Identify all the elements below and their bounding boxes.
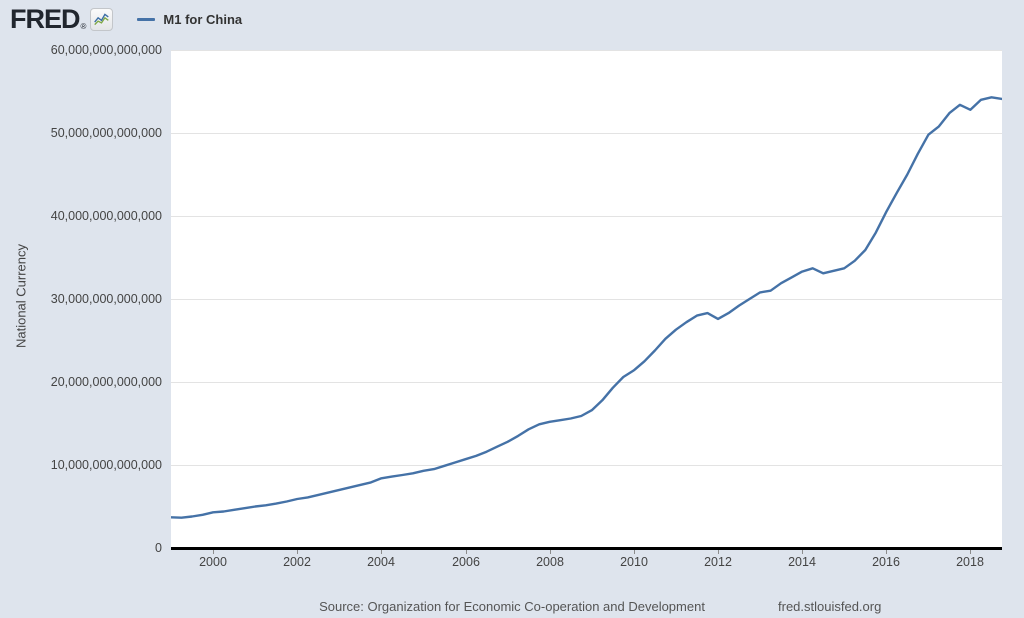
legend-line-swatch [137, 17, 156, 21]
y-axis-tick-label: 10,000,000,000,000 [50, 458, 162, 472]
fred-logo: FRED [10, 4, 80, 34]
m1-china-data-line [171, 96, 1002, 519]
x-axis-tick-label: 2016 [872, 555, 900, 569]
legend-series-label: M1 for China [163, 11, 243, 27]
x-axis-tick-label: 2018 [956, 555, 984, 569]
x-axis-tick-mark [466, 550, 467, 554]
chart-header: FRED ® M1 for China [10, 4, 242, 34]
y-axis-tick-label: 40,000,000,000,000 [50, 209, 162, 223]
x-axis-tick-label: 2014 [788, 555, 816, 569]
x-axis-tick-label: 2010 [620, 555, 648, 569]
fred-line-chart-icon [90, 7, 114, 31]
x-axis-tick-mark [550, 550, 551, 554]
x-axis-tick-mark [718, 550, 719, 554]
y-axis-tick-label: 20,000,000,000,000 [50, 375, 162, 389]
x-axis-tick-label: 2008 [536, 555, 564, 569]
chart-plot-area[interactable] [171, 50, 1002, 548]
x-axis-tick-mark [970, 550, 971, 554]
x-axis-tick-mark [213, 550, 214, 554]
x-axis-tick-label: 2002 [283, 555, 311, 569]
chart-canvas [171, 50, 1002, 519]
x-axis-tick-label: 2004 [367, 555, 395, 569]
y-axis-tick-label: 50,000,000,000,000 [50, 126, 162, 140]
fred-logo-registered-mark: ® [80, 22, 87, 31]
x-axis-tick-label: 2012 [704, 555, 732, 569]
x-axis-line [171, 547, 1002, 550]
footer-source-text: Source: Organization for Economic Co-ope… [319, 599, 705, 614]
y-axis-tick-label: 0 [155, 541, 162, 555]
x-axis-tick-mark [886, 550, 887, 554]
x-axis-tick-label: 2006 [452, 555, 480, 569]
x-axis-tick-mark [381, 550, 382, 554]
y-axis-tick-label: 30,000,000,000,000 [50, 292, 162, 306]
y-axis-tick-label: 60,000,000,000,000 [50, 43, 162, 57]
x-axis-tick-mark [802, 550, 803, 554]
footer-site-link[interactable]: fred.stlouisfed.org [778, 599, 882, 614]
x-axis-tick-mark [297, 550, 298, 554]
x-axis-tick-mark [634, 550, 635, 554]
legend-item[interactable]: M1 for China [137, 12, 242, 27]
gridlines [171, 50, 1002, 466]
x-axis-tick-label: 2000 [199, 555, 227, 569]
